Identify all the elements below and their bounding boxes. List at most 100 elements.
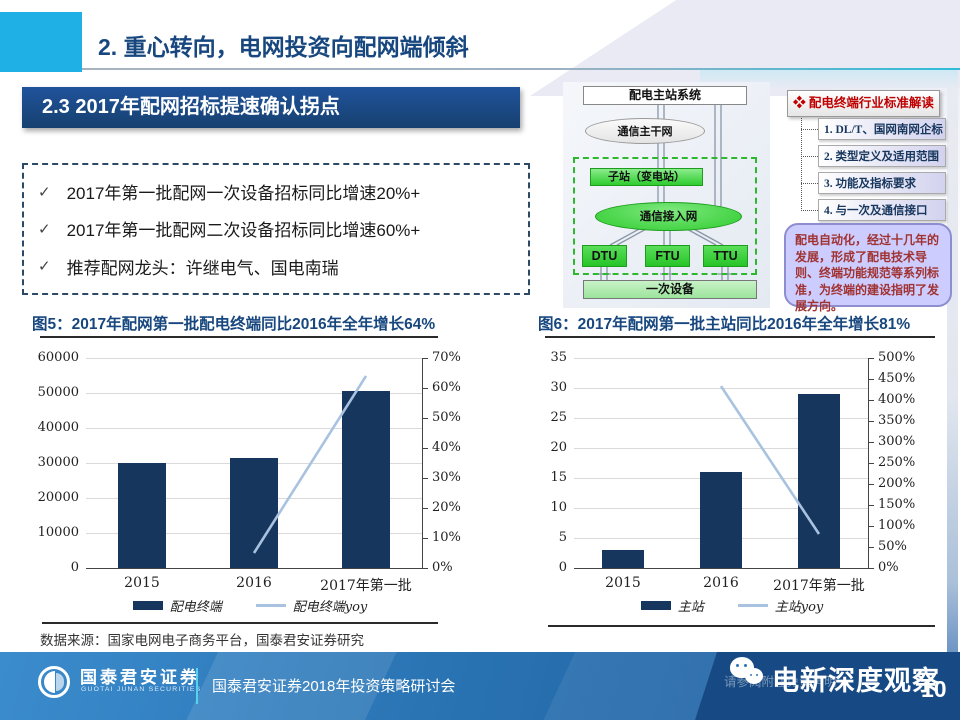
right-axis-tick: 500% — [878, 350, 916, 365]
right-axis-tickmark — [422, 568, 428, 569]
right-axis-tickmark — [868, 358, 874, 359]
standards-connector — [801, 129, 818, 130]
right-axis-tick: 0% — [432, 560, 453, 575]
right-axis-tickmark — [868, 484, 874, 485]
list-item: ✓ 2017年第一批配网二次设备招标同比增速60%+ — [38, 216, 514, 241]
legend-label: 配电终端 — [169, 600, 222, 615]
diagram-primary-equipment: 一次设备 — [583, 280, 757, 299]
gridline — [574, 358, 868, 359]
footer-bar — [0, 652, 960, 720]
check-icon: ✓ — [38, 258, 51, 276]
cyan-accent-block — [0, 12, 82, 72]
left-axis-tick: 50000 — [37, 385, 79, 400]
left-axis-tick: 25 — [550, 410, 567, 425]
right-axis-tickmark — [868, 547, 874, 548]
check-icon: ✓ — [38, 220, 51, 238]
right-axis-tick: 50% — [432, 410, 461, 425]
gridline — [574, 388, 868, 389]
right-axis-tickmark — [868, 400, 874, 401]
right-axis-tickmark — [422, 538, 428, 539]
right-axis-tickmark — [422, 418, 428, 419]
footer-divider — [196, 668, 198, 704]
diagram-terminal-ttu: TTU — [703, 245, 748, 267]
right-axis-tick: 250% — [878, 455, 916, 470]
logo-subtitle: GUOTAI JUNAN SECURITIES — [81, 686, 202, 693]
left-axis-tick: 30 — [550, 380, 567, 395]
bar-swatch — [640, 601, 671, 610]
standards-connector — [801, 156, 818, 157]
header-underline — [80, 68, 960, 70]
x-axis-label: 2016 — [236, 575, 272, 591]
right-axis-tickmark — [422, 508, 428, 509]
right-axis-tickmark — [868, 505, 874, 506]
diamond-icon: ❖ — [793, 96, 806, 110]
legend-label: 配电终端yoy — [292, 600, 368, 615]
page-number: 10 — [921, 676, 947, 702]
disclaimer-watermark: 请参阅附注免责声明 — [724, 675, 837, 689]
standards-title-text: 配电终端行业标准解读 — [808, 96, 934, 110]
right-axis-tickmark — [868, 526, 874, 527]
diagram-master-station: 配电主站系统 — [583, 86, 747, 105]
right-axis-tickmark — [422, 388, 428, 389]
line-swatch — [255, 604, 286, 607]
right-axis-tickmark — [422, 358, 428, 359]
bar — [700, 472, 742, 568]
right-axis-tickmark — [868, 421, 874, 422]
right-axis-tickmark — [868, 463, 874, 464]
x-axis-label: 2017年第一批 — [320, 578, 412, 594]
right-axis-tickmark — [868, 379, 874, 380]
figure6-title: 图6：2017年配网第一批主站同比2016年全年增长81% — [538, 316, 911, 333]
left-axis-tick: 20000 — [37, 490, 79, 505]
right-axis-line — [868, 358, 869, 568]
figure6-chart: 0 5 10 15 20 25 30 35 0% 50% 100% 150% 200% 250% 300% 3… — [540, 344, 924, 620]
right-axis-tickmark — [422, 478, 428, 479]
right-axis-tick: 350% — [878, 413, 916, 428]
x-axis-label: 2017年第一批 — [773, 578, 865, 594]
legend-label: 主站yoy — [774, 600, 824, 615]
right-axis-tick: 10% — [432, 530, 461, 545]
left-axis-tick: 30000 — [37, 455, 79, 470]
bar-swatch — [132, 601, 163, 610]
note-callout: 配电自动化，经过十几年的发展，形成了配电技术导则、终端功能规范等系列标准，为终端… — [784, 223, 952, 313]
section-title: 2.3 2017年配网招标提速确认拐点 — [22, 87, 520, 128]
diagram-terminal-ftu: FTU — [645, 245, 690, 267]
right-axis-tick: 450% — [878, 371, 916, 386]
right-axis-tick: 40% — [432, 440, 461, 455]
figure6-title-rule — [545, 336, 935, 338]
legend-item: 配电终端yoy — [255, 596, 368, 615]
right-axis-tick: 150% — [878, 497, 916, 512]
legend-label: 主站 — [677, 600, 704, 615]
bullet-text: 推荐配网龙头：许继电气、国电南瑞 — [66, 258, 339, 278]
right-axis-tick: 200% — [878, 476, 916, 491]
bar — [602, 550, 644, 568]
standards-item: 3. 功能及指标要求 — [818, 172, 946, 194]
figure5-title-rule — [40, 336, 438, 338]
chart-legend: 配电终端 配电终端yoy — [30, 596, 470, 615]
wechat-icon — [730, 657, 768, 691]
check-icon: ✓ — [38, 183, 51, 201]
diagram-substation: 子站（变电站） — [590, 168, 703, 186]
legend-item: 配电终端 — [132, 596, 222, 615]
left-axis-tick: 60000 — [37, 350, 79, 365]
right-axis-tick: 100% — [878, 518, 916, 533]
logo-name: 国泰君安证券 — [80, 668, 200, 687]
bar — [798, 394, 840, 568]
left-axis-tick: 35 — [550, 350, 567, 365]
x-axis-line — [86, 568, 423, 569]
diagram-dashed-boundary — [573, 157, 757, 275]
right-axis-tick: 30% — [432, 470, 461, 485]
left-axis-tick: 20 — [550, 440, 567, 455]
right-axis-tick: 70% — [432, 350, 461, 365]
right-axis-tick: 400% — [878, 392, 916, 407]
right-axis-tick: 0% — [878, 560, 899, 575]
standards-connector — [801, 210, 818, 211]
bar — [342, 391, 390, 568]
right-axis-tickmark — [868, 442, 874, 443]
conference-title: 国泰君安证券2018年投资策略研讨会 — [212, 678, 456, 695]
right-axis-tick: 300% — [878, 434, 916, 449]
figure5-title: 图5：2017年配网第一批配电终端同比2016年全年增长64% — [32, 316, 436, 333]
standards-connector — [801, 183, 818, 184]
standards-title: ❖ 配电终端行业标准解读 — [787, 90, 940, 117]
wechat-bubble-small — [745, 668, 763, 684]
